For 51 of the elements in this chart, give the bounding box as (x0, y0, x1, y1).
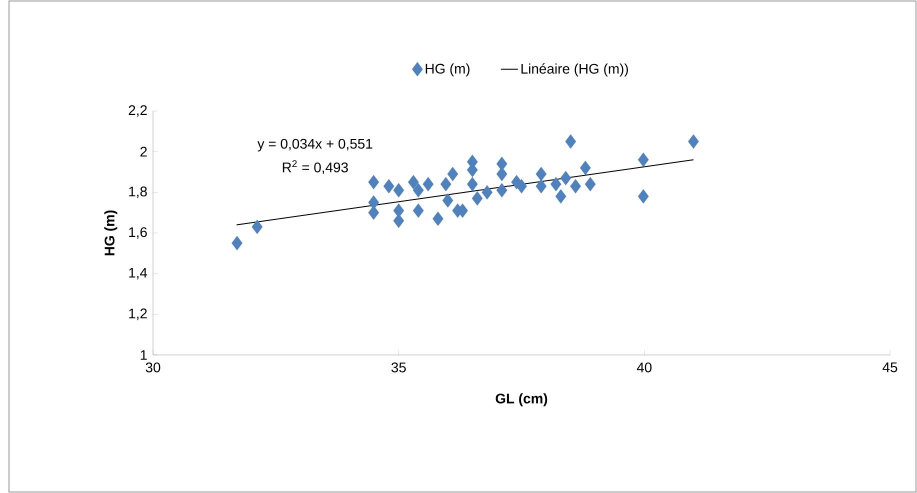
point (536, 166, 547, 182)
point (393, 214, 404, 228)
point (496, 183, 508, 198)
point (516, 179, 527, 194)
legend-label: HG (m) (426, 63, 470, 76)
point (408, 174, 419, 190)
point (688, 134, 699, 149)
point (422, 176, 434, 192)
point (442, 193, 454, 208)
y-tick-label: 1,2 (129, 308, 147, 320)
point (393, 183, 404, 198)
point (560, 170, 572, 186)
point (570, 179, 582, 194)
y-tick-label: 1,8 (129, 186, 147, 198)
annotation: y = 0,034x + 0,551 (257, 138, 372, 152)
point (368, 174, 380, 190)
y-tick-label: 1,4 (129, 268, 148, 280)
annotation: R$^{2}$ = 0,493 (282, 160, 348, 174)
point (638, 189, 649, 204)
point (252, 220, 263, 234)
point (472, 191, 483, 206)
x-axis-title: GL (cm) (496, 393, 548, 406)
point (555, 189, 566, 204)
legend-label: Linéaire (HG (m)) (521, 63, 628, 76)
point (638, 152, 649, 167)
x-tick-label: 40 (636, 362, 652, 372)
point (412, 183, 424, 198)
point (412, 203, 424, 218)
point (368, 195, 380, 210)
point (584, 176, 596, 192)
point (550, 176, 562, 192)
point (482, 185, 493, 200)
y-tick-label: 1,6 (129, 227, 147, 239)
point (466, 176, 478, 192)
point (496, 166, 508, 182)
point (440, 176, 452, 192)
point (565, 134, 576, 149)
y-tick-label: 1 (140, 350, 147, 360)
x-tick-label: 35 (391, 362, 406, 372)
point (432, 212, 444, 226)
point (383, 179, 394, 194)
point (393, 203, 404, 218)
point (447, 166, 458, 182)
y-axis-title: HG (m) (104, 210, 118, 256)
point (232, 236, 242, 250)
x-tick-label: 30 (146, 362, 160, 372)
point (580, 160, 591, 176)
x-tick-label: 45 (882, 362, 898, 372)
point (536, 179, 547, 194)
y-tick-label: 2 (140, 146, 147, 157)
y-tick-label: 2,2 (128, 105, 147, 117)
